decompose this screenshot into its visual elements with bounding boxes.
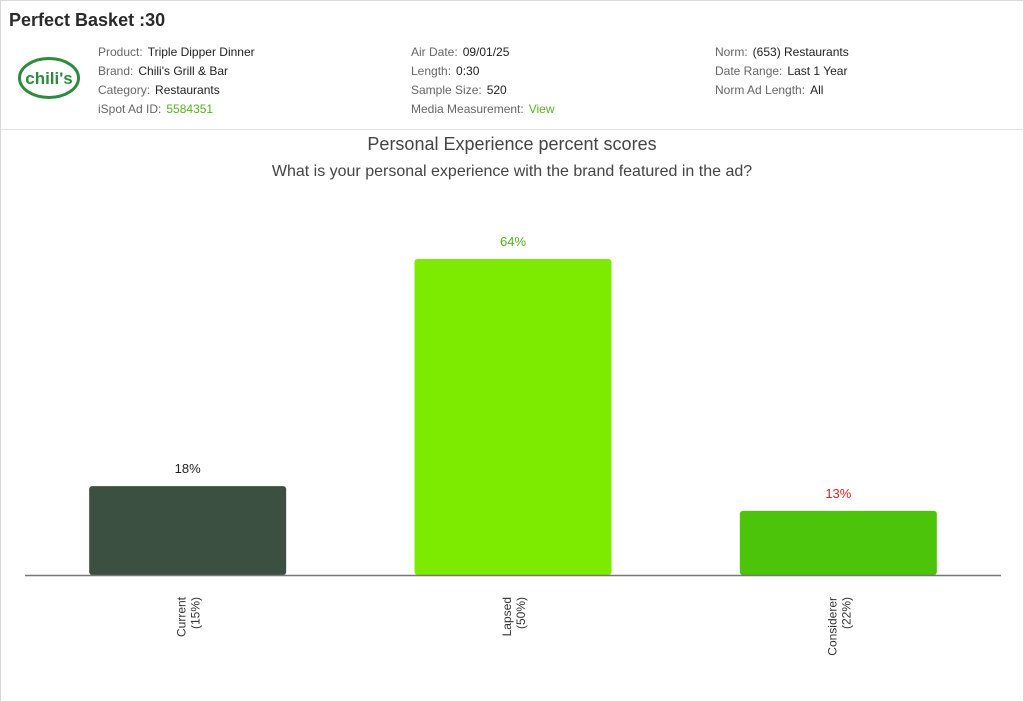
bar-current (89, 486, 287, 575)
meta-norm: Norm: (653) Restaurants (715, 45, 849, 59)
brand-logo: chili's (18, 57, 80, 99)
ad-meta-column-3: Norm: (653) Restaurants Date Range: Last 1… (715, 43, 849, 100)
tick-label-lapsed: Lapsed(50%) (500, 597, 528, 636)
chart-title: Personal Experience percent scores (367, 134, 657, 154)
meta-length: Length: 0:30 (411, 64, 480, 78)
meta-media-measurement: Media Measurement: View (411, 102, 555, 116)
header-divider (1, 129, 1023, 130)
data-label-current: 18% (175, 461, 201, 476)
view-link[interactable]: View (528, 102, 555, 116)
bar-lapsed (414, 259, 612, 575)
meta-category: Category: Restaurants (98, 83, 220, 97)
tick-label-considerer: Considerer(22%) (825, 597, 853, 656)
meta-product: Product: Triple Dipper Dinner (98, 45, 255, 59)
ad-meta-column-1: Product: Triple Dipper Dinner Brand: Chili… (98, 43, 255, 119)
meta-norm-ad-length: Norm Ad Length: All (715, 83, 824, 97)
ad-title: Perfect Basket :30 (9, 10, 166, 30)
logo-wordmark: chili's (25, 69, 73, 88)
chart-subtitle: What is your personal experience with th… (271, 163, 753, 180)
tick-label-current: Current(15%) (175, 596, 203, 637)
ad-id-link[interactable]: 5584351 (166, 102, 214, 116)
bar-considerer (739, 510, 937, 575)
data-label-lapsed: 64% (500, 234, 526, 249)
data-label-considerer: 13% (825, 486, 851, 501)
meta-brand: Brand: Chili's Grill & Bar (98, 64, 228, 78)
meta-sample-size: Sample Size: 520 (411, 83, 507, 97)
meta-air-date: Air Date: 09/01/25 (411, 45, 510, 59)
meta-ad-id: iSpot Ad ID: 5584351 (98, 102, 214, 116)
ad-meta-column-2: Air Date: 09/01/25 Length: 0:30 Sample Siz… (411, 43, 555, 119)
meta-date-range: Date Range: Last 1 Year (715, 64, 848, 78)
